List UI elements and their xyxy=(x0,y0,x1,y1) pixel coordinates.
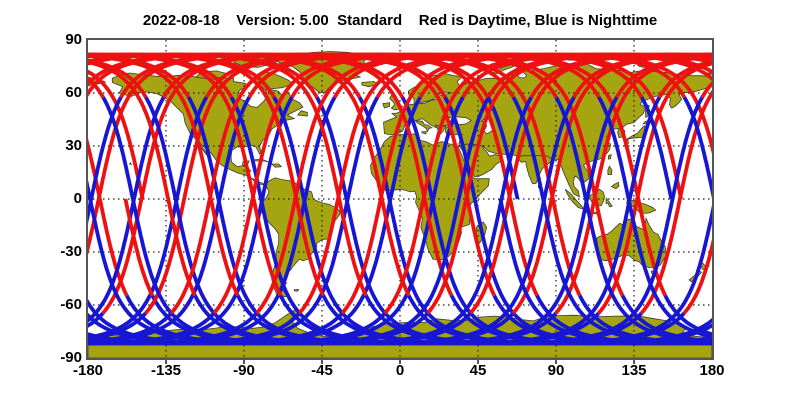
orbit-track-day xyxy=(204,52,512,200)
x-tick-mark xyxy=(477,360,479,364)
orbit-track-day xyxy=(209,198,240,297)
plot-frame xyxy=(86,38,714,360)
orbit-track-day xyxy=(247,52,555,200)
ground-track-map xyxy=(88,40,712,358)
orbit-track-day xyxy=(88,138,102,200)
chart-title: 2022-08-18 Version: 5.00 Standard Red is… xyxy=(142,12,658,29)
x-tick-mark xyxy=(165,360,167,364)
orbit-track-night xyxy=(88,96,294,346)
orbit-track-night xyxy=(88,198,387,346)
land-luzon xyxy=(607,165,613,175)
land-sulawesi xyxy=(605,196,613,208)
orbit-track-night xyxy=(597,96,631,200)
x-tick-label: 0 xyxy=(395,362,405,379)
x-tick-label: 90 xyxy=(547,362,565,379)
orbit-track-day xyxy=(554,54,712,315)
orbit-track-day xyxy=(511,52,712,315)
x-tick-mark xyxy=(243,360,245,364)
orbit-track-day xyxy=(88,54,213,200)
orbit-track-night xyxy=(173,198,472,346)
x-tick-label: -180 xyxy=(72,362,104,379)
orbit-track-night xyxy=(88,312,173,344)
orbit-track-day xyxy=(88,52,384,200)
orbit-track-night xyxy=(144,96,178,200)
x-tick-mark xyxy=(321,360,323,364)
land-newfoundland xyxy=(296,110,308,117)
orbit-track-night xyxy=(344,198,643,346)
land-hawaii xyxy=(128,162,133,166)
orbit-track-day xyxy=(682,238,712,315)
orbit-track-night xyxy=(88,96,166,323)
orbit-track-night xyxy=(88,312,301,346)
orbit-track-day xyxy=(572,52,712,99)
land-falklands xyxy=(293,289,300,292)
orbit-track-day xyxy=(88,52,256,200)
orbit-track-day xyxy=(375,52,683,200)
orbit-track-day xyxy=(461,52,712,99)
orbit-track-day xyxy=(88,52,299,200)
orbit-track-night xyxy=(626,198,712,339)
orbit-track-day xyxy=(88,52,342,200)
orbit-track-night xyxy=(259,198,558,346)
orbit-track-day xyxy=(380,198,411,297)
orbit-track-day xyxy=(639,89,712,315)
x-tick-mark xyxy=(399,360,401,364)
orbit-track-night xyxy=(541,198,712,346)
land-italy xyxy=(414,120,433,133)
y-tick-label: 60 xyxy=(65,84,82,101)
orbit-track-day xyxy=(615,53,712,99)
orbit-track-night xyxy=(301,198,600,346)
orbit-track-night xyxy=(216,198,515,346)
orbit-track-night xyxy=(88,312,344,346)
orbit-track-night xyxy=(583,198,712,345)
x-tick-label: -135 xyxy=(150,362,182,379)
orbit-track-night xyxy=(88,96,209,340)
orbit-track-day xyxy=(119,52,427,200)
land-hispaniola xyxy=(270,163,283,168)
land-taiwan xyxy=(607,153,612,160)
orbit-track-day xyxy=(88,60,171,200)
orbit-track-day xyxy=(529,52,712,99)
orbit-track-day xyxy=(337,198,368,297)
orbit-track-night xyxy=(88,312,258,346)
orbit-track-day xyxy=(162,52,470,200)
x-tick-label: 180 xyxy=(699,362,725,379)
land-iceland xyxy=(361,81,379,88)
y-tick-label: 90 xyxy=(65,31,82,48)
orbit-track-day xyxy=(597,61,712,315)
orbit-track-day xyxy=(418,52,712,154)
orbit-track-day xyxy=(333,52,641,200)
orbit-track-night xyxy=(511,96,545,200)
x-tick-label: -90 xyxy=(233,362,255,379)
orbit-track-night xyxy=(101,96,135,200)
x-tick-label: 135 xyxy=(621,362,647,379)
y-tick-label: -90 xyxy=(60,349,82,366)
orbit-track-day xyxy=(88,69,145,200)
x-tick-mark xyxy=(633,360,635,364)
x-tick-label: -45 xyxy=(311,362,333,379)
land-mindanao xyxy=(610,181,620,190)
orbit-track-night xyxy=(88,96,123,224)
orbit-track-day xyxy=(169,52,516,315)
orbit-track-day xyxy=(290,52,598,200)
y-tick-label: -60 xyxy=(60,296,82,313)
orbit-track-night xyxy=(88,311,216,346)
orbit-track-night xyxy=(640,96,674,200)
orbit-track-night xyxy=(130,198,429,346)
x-tick-mark xyxy=(555,360,557,364)
x-tick-label: 45 xyxy=(469,362,487,379)
land-ireland xyxy=(382,102,390,109)
orbit-track-day xyxy=(486,52,712,99)
orbit-track-night xyxy=(682,96,712,199)
y-tick-label: 0 xyxy=(73,190,82,207)
orbit-track-day xyxy=(123,198,155,297)
orbit-track-day xyxy=(657,59,712,99)
y-tick-label: -30 xyxy=(60,243,82,260)
land-sicily xyxy=(421,131,427,135)
orbit-track-night xyxy=(554,96,588,200)
orbit-track-night xyxy=(88,96,251,345)
y-tick-label: 30 xyxy=(65,137,82,154)
orbit-track-night xyxy=(498,198,712,346)
